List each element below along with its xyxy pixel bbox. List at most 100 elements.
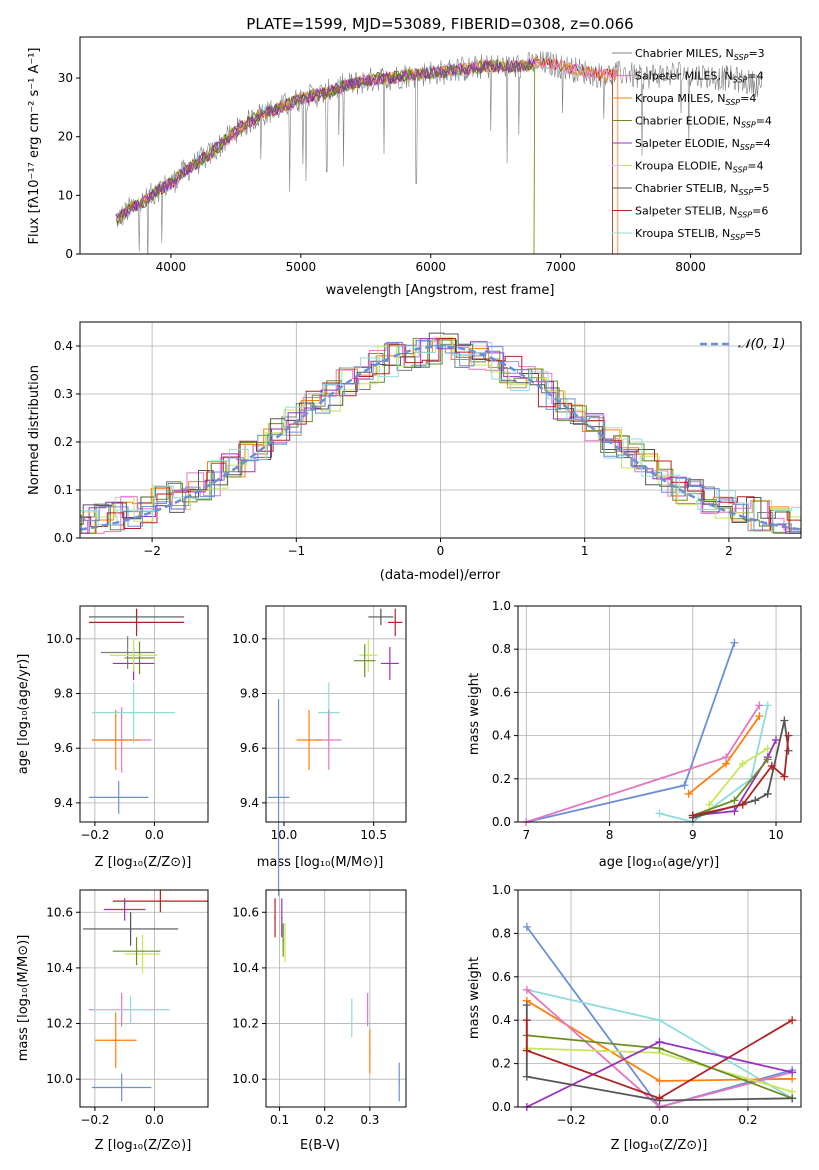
weight-marker: [522, 922, 531, 931]
legend-count: =4: [755, 137, 771, 150]
legend-subscript: SSP: [733, 166, 748, 175]
data-point: [129, 928, 132, 930]
x-tick-label: 0.3: [360, 1113, 379, 1127]
legend-entry: 𝒩(0, 1): [738, 337, 785, 352]
data-point: [367, 654, 370, 657]
x-tick-label: 0.1: [270, 1113, 289, 1127]
weight-marker: [722, 759, 731, 768]
y-tick-label: 9.6: [54, 741, 73, 755]
weight-vs-age-ylabel: mass weight: [467, 673, 482, 755]
x-tick-label: 8000: [675, 260, 706, 274]
weight-marker: [763, 755, 772, 764]
spectrum-lines: [114, 51, 764, 254]
spectrum-panel: PLATE=1599, MJD=53089, FIBERID=0308, z=0…: [27, 15, 802, 298]
data-point: [308, 739, 310, 741]
data-point: [281, 917, 283, 919]
weight-marker: [780, 772, 789, 781]
axes-frame: [79, 36, 802, 255]
spectrum-title: PLATE=1599, MJD=53089, FIBERID=0308, z=0…: [246, 15, 633, 33]
legend-count: =3: [748, 47, 764, 60]
weight-marker: [767, 761, 776, 770]
legend-entry: Chabrier STELIB, NSSP=5: [635, 182, 769, 197]
x-tick-label: 8: [606, 828, 614, 842]
legend-text: Salpeter STELIB, N: [635, 205, 737, 218]
y-tick-label: 1.0: [492, 883, 511, 897]
x-tick-label: 6000: [415, 260, 446, 274]
y-tick-label: 10.0: [46, 632, 73, 646]
x-tick-label: −1: [287, 544, 305, 558]
weight-marker: [730, 807, 739, 816]
normal-curve-line: [80, 345, 801, 531]
weight-vs-age-panel: age [log₁₀(age/yr)] mass weight 7 8 9 10 0.0…: [467, 599, 802, 870]
x-tick-label: 10: [768, 828, 783, 842]
legend-entry: Salpeter MILES, NSSP=4: [635, 70, 764, 85]
y-tick-label: 30: [58, 71, 73, 85]
weight-marker: [751, 796, 760, 805]
x-tick-label: −0.2: [556, 1113, 585, 1127]
residuals-ylabel: Normed distribution: [27, 365, 42, 495]
mass-vs-z-xlabel: Z [log₁₀(Z/Z⊙)]: [95, 1138, 192, 1153]
legend-subscript: SSP: [741, 121, 756, 130]
weight-marker: [522, 1016, 531, 1025]
weight-marker: [788, 1068, 797, 1077]
x-tick-label: 0: [437, 544, 445, 558]
data-point: [363, 659, 366, 662]
data-point: [328, 739, 330, 741]
y-tick-label: 0.6: [492, 970, 511, 984]
legend-entry: Kroupa ELODIE, NSSP=4: [635, 160, 764, 175]
x-tick-label: 7: [523, 828, 531, 842]
spectrum-ylabel: Flux [fλ10⁻¹⁷ erg cm⁻² s⁻¹ A⁻¹]: [27, 48, 42, 245]
mass-vs-ebv-xlabel: E(B-V): [300, 1138, 340, 1153]
axes-frame: [79, 605, 209, 823]
axes-frame: [79, 889, 209, 1108]
mass-vs-ebv-panel: E(B-V) 0.1 0.2 0.3 10.0 10.2 10.4 10.6: [232, 889, 407, 1153]
axes-frame: [79, 321, 802, 539]
weight-marker: [705, 800, 714, 809]
weight-marker: [755, 701, 764, 710]
weight-vs-age-xlabel: age [log₁₀(age/yr)]: [599, 855, 720, 870]
data-point: [141, 953, 144, 955]
weight-vs-z-xlabel: Z [log₁₀(Z/Z⊙)]: [611, 1138, 708, 1153]
weight-marker: [522, 985, 531, 994]
legend-text: Chabrier MILES, N: [635, 47, 734, 60]
mass-vs-metallicity-panel: Z [log₁₀(Z/Z⊙)] mass [log₁₀(M/M⊙)] −0.2 0…: [16, 889, 209, 1153]
weight-marker: [730, 796, 739, 805]
weight-marker: [684, 789, 693, 798]
residuals-panel: (data-model)/error Normed distribution −…: [27, 321, 802, 583]
data-point: [394, 621, 397, 624]
x-tick-label: −0.2: [80, 1113, 109, 1127]
weight-marker: [763, 789, 772, 798]
legend-entry: Salpeter STELIB, NSSP=6: [635, 205, 768, 220]
legend-entry: Salpeter ELODIE, NSSP=4: [635, 137, 771, 152]
data-point: [159, 900, 162, 902]
legend-text: Chabrier STELIB, N: [635, 182, 739, 195]
legend-text: Chabrier ELODIE, N: [635, 115, 741, 128]
legend-count: =4: [756, 115, 772, 128]
y-tick-label: 0.4: [492, 729, 511, 743]
data-point: [284, 942, 286, 944]
histogram-salpeter_stelib: [80, 338, 801, 532]
axes-frame: [265, 889, 407, 1108]
y-tick-label: 0.2: [492, 1057, 511, 1071]
data-point: [282, 939, 284, 941]
weight-marker: [655, 1076, 664, 1085]
residuals-xlabel: (data-model)/error: [380, 568, 501, 583]
x-tick-label: 1: [581, 544, 589, 558]
weight-line: [526, 642, 736, 823]
weight-marker: [738, 759, 747, 768]
legend-text: Salpeter MILES, N: [635, 70, 733, 83]
x-tick-label: 10.5: [360, 828, 387, 842]
data-point: [132, 711, 135, 714]
weight-marker: [763, 744, 772, 753]
mass-vs-z-ylabel: mass [log₁₀(M/M⊙)]: [16, 935, 31, 1062]
axes-frame: [265, 605, 407, 823]
weight-line: [659, 705, 769, 823]
y-tick-label: 20: [58, 130, 73, 144]
legend-text: Kroupa STELIB, N: [635, 227, 730, 240]
y-tick-label: 0.8: [492, 926, 511, 940]
weight-marker: [655, 1094, 664, 1103]
x-tick-label: 0.0: [145, 1113, 164, 1127]
x-tick-label: −2: [143, 544, 161, 558]
y-tick-label: 10.2: [46, 1017, 73, 1031]
